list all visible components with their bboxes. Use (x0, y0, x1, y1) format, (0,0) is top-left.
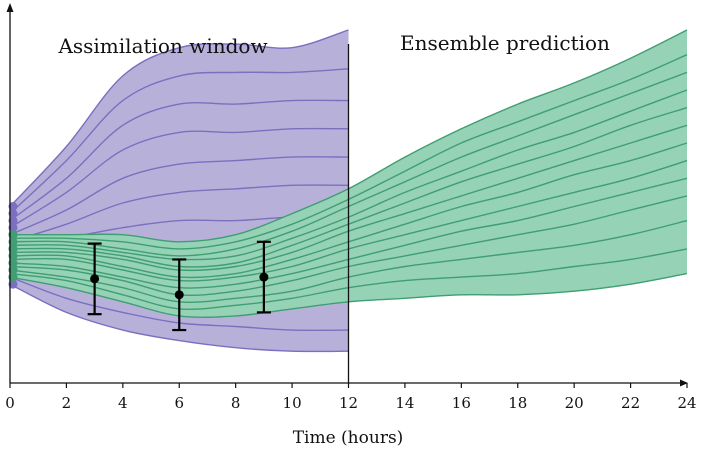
x-tick-label: 16 (452, 394, 471, 412)
x-tick-label: 6 (174, 394, 184, 412)
x-tick-label: 24 (677, 394, 696, 412)
posterior-envelope (10, 30, 687, 318)
prior-initial-point (8, 209, 18, 219)
x-tick-label: 22 (621, 394, 640, 412)
x-tick-label: 8 (231, 394, 241, 412)
prior-initial-point (8, 202, 18, 211)
prior-member-line (9, 99, 349, 222)
assimilation-window-label: Assimilation window (57, 34, 267, 58)
prior-member-line (9, 127, 349, 229)
x-tick-label: 14 (395, 394, 414, 412)
y-axis-arrowhead (6, 3, 14, 12)
ensemble-prediction-label: Ensemble prediction (400, 31, 610, 55)
observations (87, 240, 271, 332)
axes: 0 2 4 6 8 10 12 14 16 18 20 22 24 (5, 3, 697, 412)
posterior-initial-point (8, 237, 18, 247)
observation-point (259, 272, 269, 282)
observation-point (174, 290, 184, 300)
prior-initial-point (8, 223, 18, 233)
prior-member-line (9, 68, 349, 215)
x-axis-arrowhead (680, 379, 688, 387)
x-axis-title: Time (hours) (293, 428, 404, 448)
prior-initial-point (8, 279, 18, 289)
x-tick-label: 0 (5, 394, 15, 412)
posterior-initial-point (8, 251, 18, 261)
x-tick-label: 12 (339, 394, 358, 412)
x-tick-label: 10 (283, 394, 302, 412)
x-tick-label: 18 (508, 394, 527, 412)
posterior-initial-point (8, 244, 18, 254)
initial-state-points (8, 202, 18, 289)
prior-member-line (9, 156, 349, 236)
prior-initial-point (8, 216, 18, 226)
x-tick-label: 2 (62, 394, 72, 412)
posterior-initial-point (8, 272, 18, 282)
x-axis-ticks: 0 2 4 6 8 10 12 14 16 18 20 22 24 (5, 383, 697, 412)
prior-member-line (9, 184, 349, 243)
x-tick-label: 20 (565, 394, 584, 412)
posterior-initial-point (8, 265, 18, 275)
observation-point (90, 274, 100, 284)
x-tick-label: 4 (118, 394, 128, 412)
posterior-initial-point (8, 258, 18, 268)
prior-member-line (9, 283, 349, 353)
prior-member-line (9, 29, 349, 207)
posterior-initial-point (8, 230, 18, 240)
